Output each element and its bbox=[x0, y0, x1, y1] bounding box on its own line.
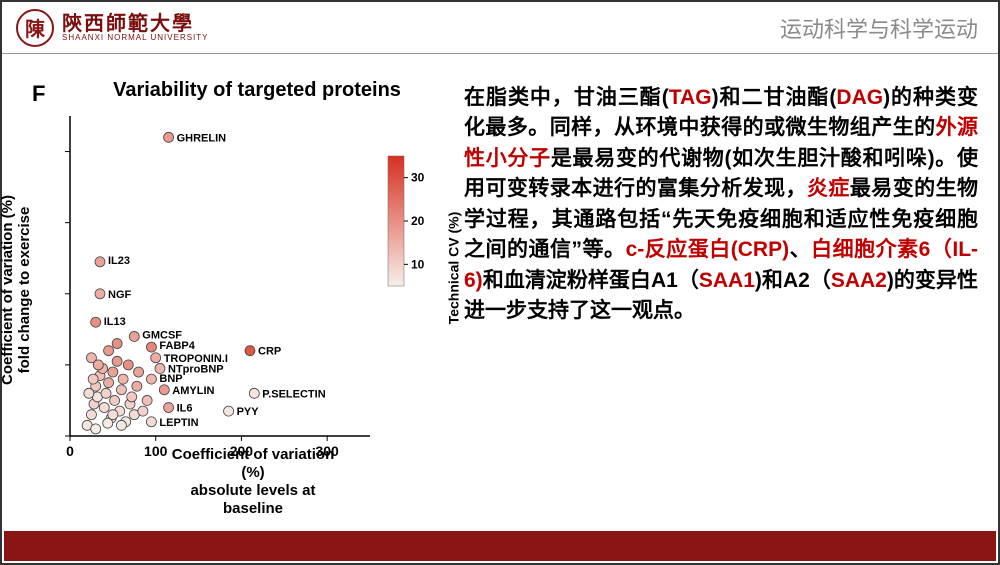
svg-text:0: 0 bbox=[66, 443, 74, 459]
university-logo-icon: 陳 bbox=[16, 9, 54, 47]
svg-text:CRP: CRP bbox=[258, 346, 281, 358]
svg-text:FABP4: FABP4 bbox=[159, 340, 195, 352]
x-axis-label: Coefficient of variation (%)absolute lev… bbox=[159, 446, 348, 518]
text-segment: 和血清淀粉样蛋白A1（ bbox=[483, 269, 699, 292]
slide-header: 陳 陝西師範大學 SHAANXI NORMAL UNIVERSITY 运动科学与… bbox=[2, 2, 998, 54]
scatter-plot: Coefficient of variation (%)fold change … bbox=[22, 110, 442, 470]
text-segment: 、 bbox=[789, 238, 811, 261]
svg-text:IL13: IL13 bbox=[104, 316, 126, 328]
text-segment: c-反应蛋白(CRP) bbox=[626, 238, 790, 261]
university-name-cn: 陝西師範大學 bbox=[62, 14, 209, 34]
scatter-svg: 01002003000100200300400GHRELINIL23NGFIL1… bbox=[64, 110, 432, 466]
svg-text:AMYLIN: AMYLIN bbox=[172, 385, 214, 397]
header-subtitle: 运动科学与科学运动 bbox=[780, 12, 978, 44]
panel-letter: F bbox=[32, 81, 45, 107]
text-segment: DAG bbox=[836, 86, 883, 109]
chart-column: F Variability of targeted proteins Coeff… bbox=[22, 79, 452, 514]
university-name: 陝西師範大學 SHAANXI NORMAL UNIVERSITY bbox=[62, 14, 209, 42]
colorbar-label: Technical CV (%) bbox=[446, 212, 462, 325]
university-name-en: SHAANXI NORMAL UNIVERSITY bbox=[62, 34, 209, 42]
chart-title: Variability of targeted proteins bbox=[62, 79, 452, 102]
svg-text:20: 20 bbox=[411, 214, 425, 228]
text-segment: 炎症 bbox=[807, 177, 850, 200]
svg-text:PYY: PYY bbox=[237, 406, 260, 418]
svg-text:10: 10 bbox=[411, 257, 425, 271]
y-axis-label: Coefficient of variation (%)fold change … bbox=[0, 195, 33, 385]
text-segment: SAA2 bbox=[831, 269, 887, 292]
text-segment: )和二甘油酯( bbox=[712, 86, 837, 109]
text-segment: 在脂类中，甘油三酯( bbox=[464, 86, 669, 109]
svg-text:IL6: IL6 bbox=[177, 403, 193, 415]
svg-text:P.SELECTIN: P.SELECTIN bbox=[262, 388, 325, 400]
slide-content: F Variability of targeted proteins Coeff… bbox=[2, 54, 998, 524]
footer-bar bbox=[4, 531, 996, 561]
svg-text:BNP: BNP bbox=[159, 373, 182, 385]
body-paragraph: 在脂类中，甘油三酯(TAG)和二甘油酯(DAG)的种类变化最多。同样，从环境中获… bbox=[464, 79, 978, 514]
text-segment: SAA1 bbox=[699, 269, 755, 292]
svg-text:NGF: NGF bbox=[108, 289, 132, 301]
svg-text:IL23: IL23 bbox=[108, 255, 130, 267]
logo-area: 陳 陝西師範大學 SHAANXI NORMAL UNIVERSITY bbox=[16, 9, 209, 47]
text-segment: TAG bbox=[669, 86, 712, 109]
svg-text:LEPTIN: LEPTIN bbox=[159, 417, 198, 429]
text-segment: )和A2（ bbox=[755, 269, 831, 292]
svg-text:30: 30 bbox=[411, 171, 425, 185]
svg-text:GHRELIN: GHRELIN bbox=[177, 132, 227, 144]
